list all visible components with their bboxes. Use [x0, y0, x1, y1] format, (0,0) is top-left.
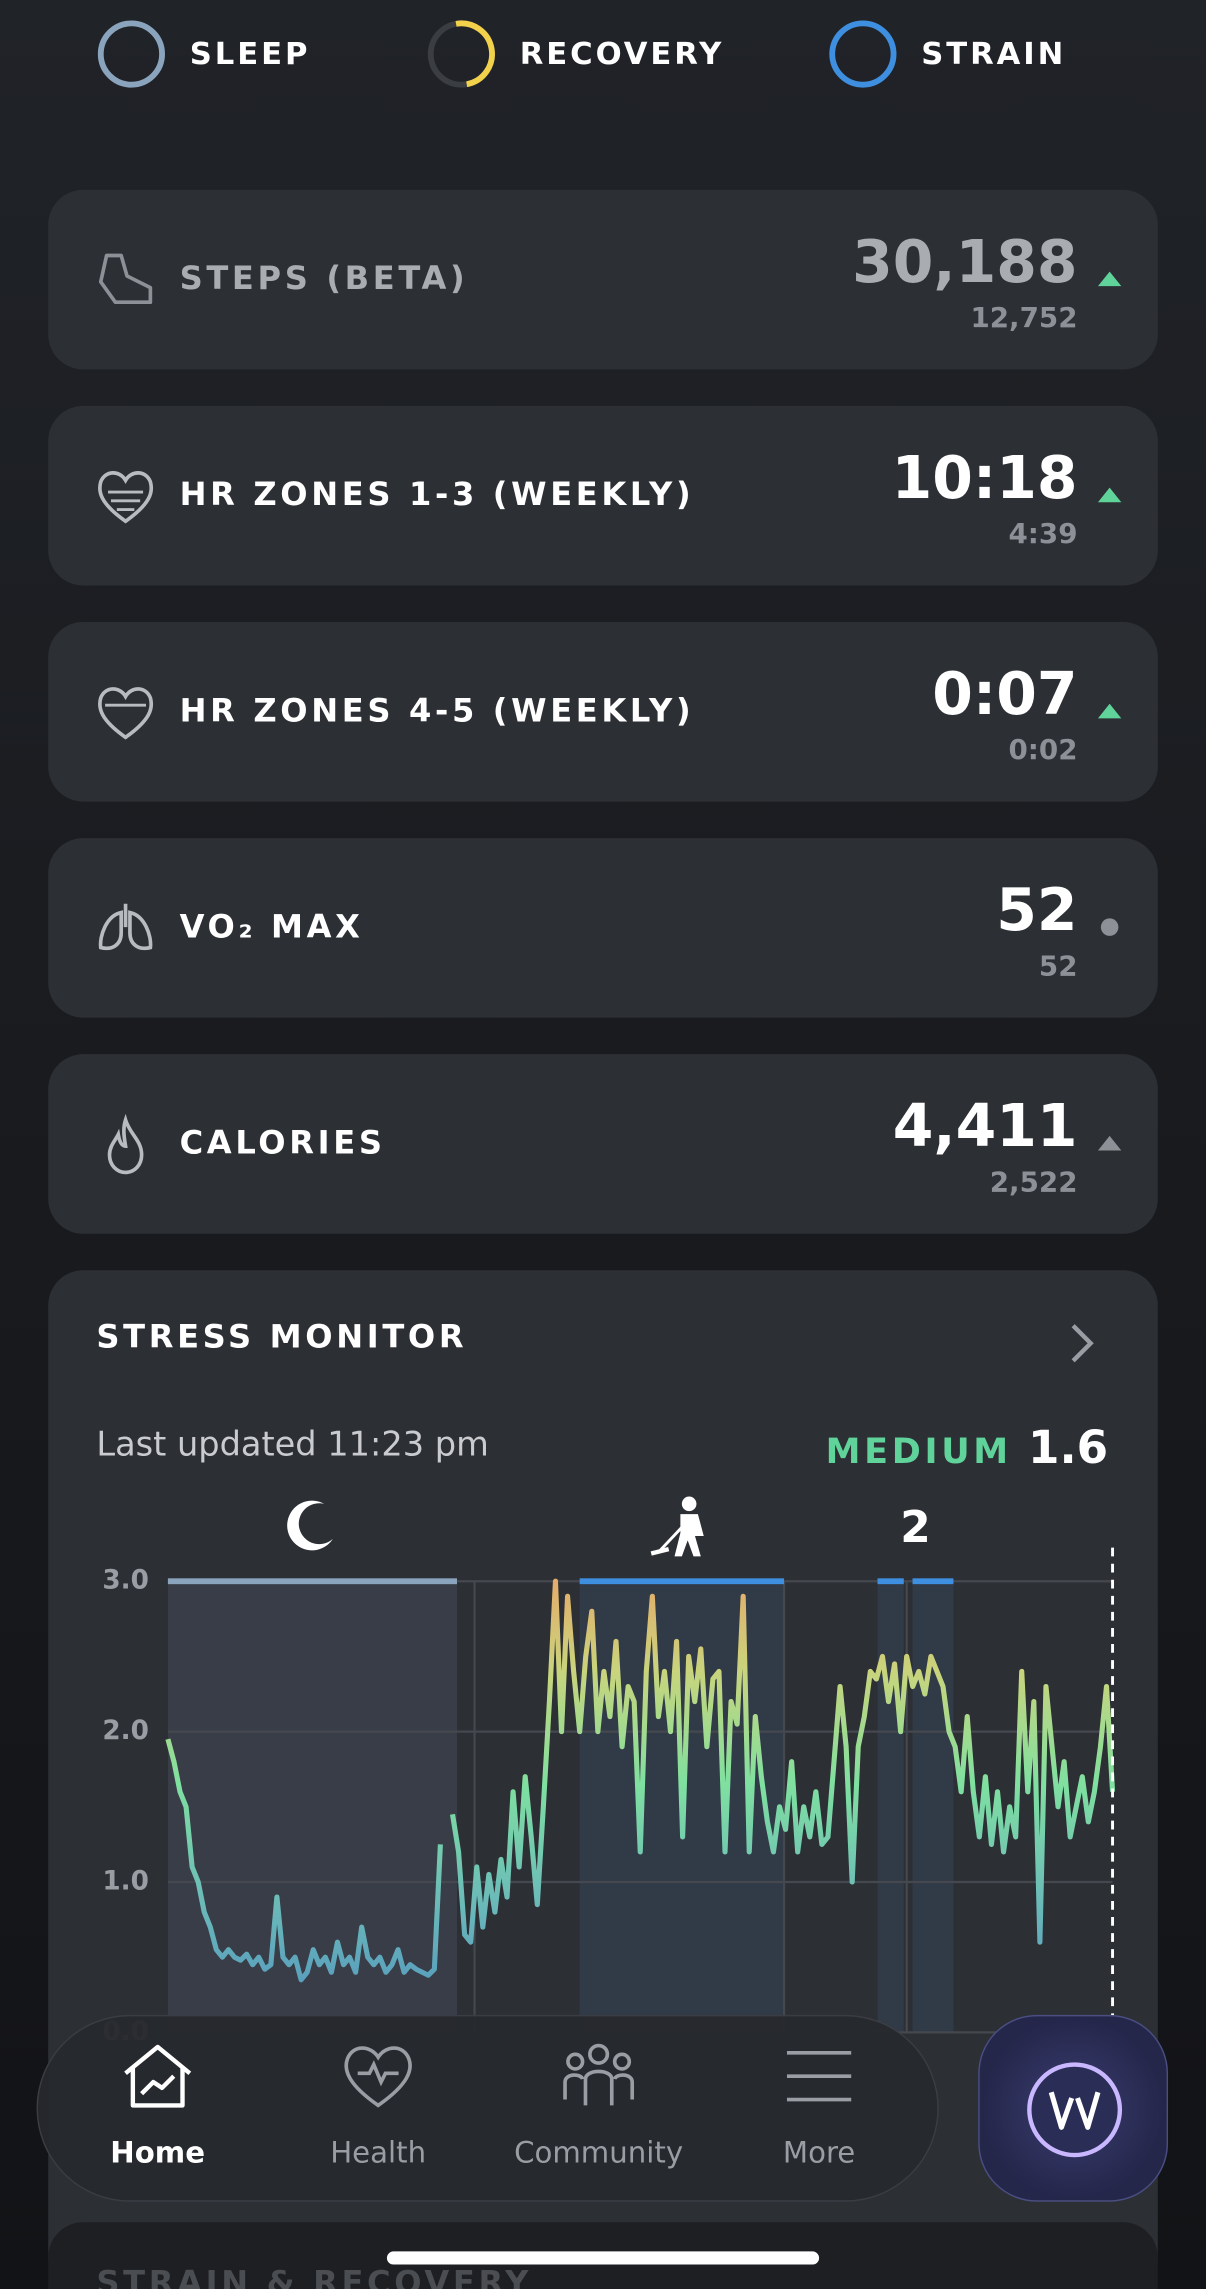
community-icon: [563, 2043, 635, 2106]
activity-icon: [650, 1496, 704, 1557]
metric-card[interactable]: VO₂ MAX 52 52: [48, 838, 1158, 1018]
metric-value: 52: [996, 877, 1078, 945]
chevron[interactable]: [1071, 1324, 1094, 1363]
metric-card[interactable]: HR ZONES 1-3 (WEEKLY) 10:18 4:39: [48, 405, 1158, 586]
y-tick-label: 2.0: [102, 1716, 149, 1746]
series: [165, 1578, 1116, 1983]
nav-label: Health: [330, 2134, 427, 2170]
annotation: 2: [900, 1502, 930, 1553]
sleep-ring: [97, 20, 165, 88]
health-icon: [344, 2046, 412, 2108]
more-icon: [786, 2051, 852, 2102]
tab-bar: [36, 2014, 939, 2202]
tab-label: RECOVERY: [519, 36, 725, 72]
metric-label: HR ZONES 1-3 (WEEKLY): [179, 477, 695, 514]
metric-card[interactable]: CALORIES 4,411 2,522: [48, 1054, 1158, 1234]
strain-ring: [829, 20, 897, 88]
lungs-icon: [98, 903, 153, 951]
next-card-title: STRAIN & RECOVERY: [96, 2265, 533, 2289]
trend-up: [1097, 271, 1122, 287]
metric-value: 4,411: [892, 1093, 1078, 1161]
metric-baseline: 2,522: [989, 1166, 1078, 1199]
y-tick-label: 3.0: [102, 1566, 149, 1596]
tab[interactable]: SLEEP: [96, 20, 311, 88]
trend-up: [1097, 1135, 1122, 1151]
y-tick-label: 1.0: [102, 1867, 149, 1897]
tab-label: STRAIN: [921, 36, 1067, 72]
heart-icon: [98, 471, 154, 524]
steps-icon: [98, 253, 153, 305]
flame-icon: [107, 1114, 144, 1175]
metric-label: CALORIES: [179, 1125, 386, 1163]
nav-item[interactable]: Home: [63, 2041, 253, 2170]
metric-value: 10:18: [891, 445, 1078, 513]
stress-line: [165, 1578, 1116, 1983]
stress-title: STRESS MONITOR: [96, 1319, 468, 1357]
coach-button[interactable]: [978, 2014, 1169, 2202]
metric-baseline: 52: [1038, 950, 1078, 983]
metric-value: 30,188: [852, 229, 1078, 297]
metric-label: HR ZONES 4-5 (WEEKLY): [179, 693, 695, 731]
nav-label: More: [782, 2134, 856, 2170]
tab-label: SLEEP: [189, 36, 311, 72]
metric-label: VO₂ MAX: [179, 909, 364, 947]
nav-label: Home: [110, 2134, 206, 2170]
stress-level: MEDIUM: [825, 1430, 1012, 1472]
metric-card[interactable]: STEPS (BETA) 30,188 12,752: [48, 189, 1158, 370]
metric-label: STEPS (BETA): [179, 261, 469, 298]
coach-icon: [1027, 2062, 1123, 2158]
last-updated: Last updated 11:23 pm: [96, 1426, 489, 1465]
moon-icon: [287, 1500, 333, 1551]
heart-icon: [98, 687, 154, 740]
trend-up: [1097, 703, 1122, 719]
nav-item[interactable]: Health: [283, 2041, 473, 2170]
home-icon: [124, 2044, 192, 2108]
metric-card[interactable]: HR ZONES 4-5 (WEEKLY) 0:07 0:02: [48, 621, 1158, 802]
metric-baseline: 4:39: [1008, 518, 1078, 551]
nav-item[interactable]: More: [724, 2041, 914, 2170]
activity-bars: [167, 1578, 954, 1585]
nav-item[interactable]: Community: [504, 2041, 694, 2170]
metric-baseline: 0:02: [1008, 734, 1078, 767]
tab[interactable]: STRAIN: [828, 20, 1067, 88]
nav-label: Community: [514, 2134, 684, 2170]
stress-score: 1.6: [1027, 1422, 1109, 1475]
trend-up: [1097, 487, 1122, 503]
recovery-ring: [427, 20, 495, 88]
tab[interactable]: RECOVERY: [426, 20, 725, 88]
home-indicator: [386, 2251, 820, 2265]
trend-flat: [1100, 918, 1119, 936]
metric-value: 0:07: [932, 661, 1078, 729]
metric-baseline: 12,752: [970, 302, 1078, 335]
